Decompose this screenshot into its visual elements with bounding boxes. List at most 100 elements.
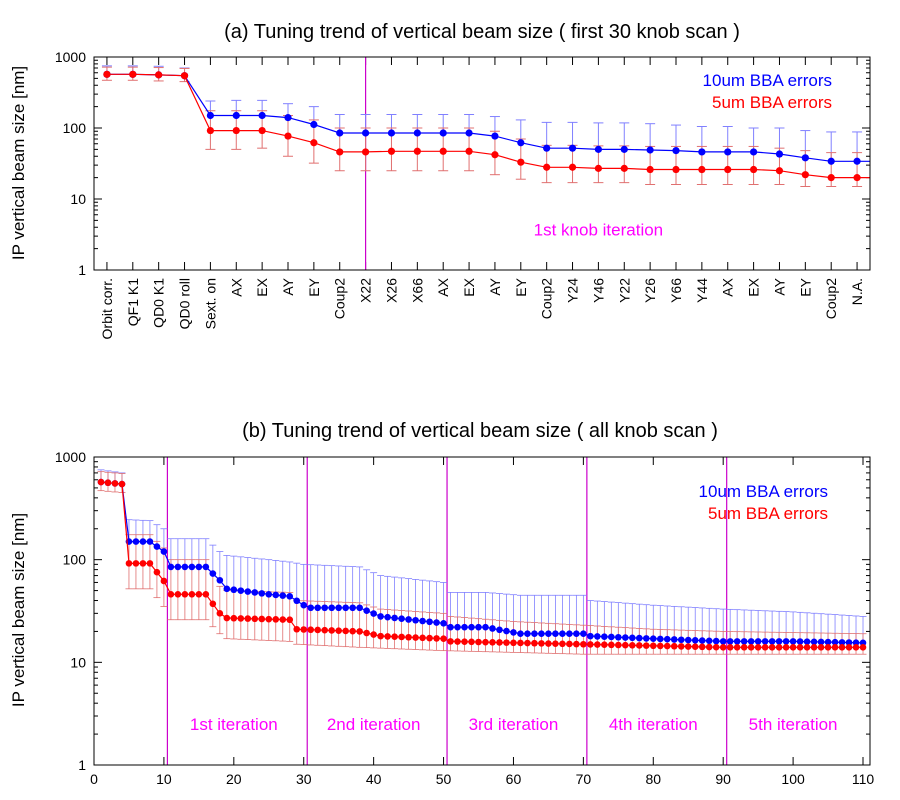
chart-b-data-point: [698, 637, 706, 644]
chart-b-data-point: [468, 638, 475, 646]
chart-b-data-point: [265, 590, 273, 598]
chart-b-data-point: [754, 638, 762, 645]
chart-b-data-point: [363, 607, 370, 614]
chart-a-data-point: [387, 147, 396, 155]
chart-a-data-point: [620, 164, 628, 172]
chart-b-data-point: [167, 563, 175, 571]
chart-b-data-point: [349, 604, 356, 612]
chart-a-data-point: [103, 70, 111, 78]
chart-b-data-point: [405, 633, 412, 641]
chart-b-data-point: [237, 615, 245, 622]
chart-a-data-point: [258, 111, 266, 120]
chart-b-data-point: [573, 640, 580, 648]
chart-b-data-point: [251, 615, 259, 623]
chart-a-annotations: 1st knob iteration: [534, 221, 663, 240]
chart-a-data-point: [750, 165, 758, 174]
chart-b-data-point: [454, 638, 461, 645]
chart-b-data-point: [810, 638, 818, 646]
chart-b-data-point: [377, 632, 384, 640]
chart-b-data-point: [272, 591, 280, 599]
chart-b-data-point: [258, 590, 266, 597]
chart-b-data-point: [405, 616, 412, 623]
chart-b-data-point: [251, 589, 259, 596]
chart-b-data-point: [510, 639, 517, 647]
chart-b-data-point: [670, 642, 678, 650]
chart-b-data-point: [817, 644, 825, 651]
chart-a-data-point: [853, 157, 861, 165]
chart-b-data-point: [503, 627, 510, 635]
chart-b-data-point: [824, 638, 832, 646]
chart-b-data-point: [440, 635, 447, 642]
chart-b-data-point: [531, 630, 538, 638]
chart-b-data-point: [195, 563, 203, 571]
chart-b-data-point: [670, 636, 678, 643]
chart-b-data-point: [440, 619, 447, 627]
chart-a-ticks: [94, 56, 870, 271]
chart-b-data-point: [111, 480, 119, 487]
chart-b-data-point: [293, 625, 301, 633]
chart-a-xtick-label: Y26: [642, 278, 658, 303]
chart-b-data-point: [300, 626, 308, 633]
chart-b-data-point: [552, 640, 559, 647]
chart-b-data-point: [559, 630, 566, 638]
chart-a-legend-5um: 5um BBA errors: [712, 93, 832, 112]
chart-b-data-point: [733, 644, 741, 651]
chart-b-data-point: [223, 585, 231, 593]
panel-b: (b) Tuning trend of vertical beam size (…: [9, 420, 874, 787]
chart-b-data-point: [517, 639, 524, 647]
chart-b-xtick-label: 10: [156, 771, 172, 787]
chart-b-data-point: [356, 604, 363, 612]
chart-b-data-point: [705, 637, 713, 645]
chart-a-xtick-label: QF1 K1: [125, 278, 141, 326]
chart-b-legend-10um: 10um BBA errors: [699, 482, 828, 501]
chart-a-ytick-label: 10: [70, 191, 86, 207]
chart-b-data-point: [524, 639, 531, 647]
chart-a-data-point: [517, 139, 525, 147]
chart-b-data-point: [608, 633, 615, 641]
chart-b-data-point: [852, 639, 860, 646]
chart-b-data-point: [335, 604, 342, 612]
chart-b-data-point: [475, 623, 482, 631]
chart-b-data-point: [286, 592, 294, 600]
chart-b-data-point: [384, 633, 391, 640]
chart-b-data-point: [517, 630, 524, 638]
chart-a-data-point: [465, 147, 473, 155]
chart-b-data-point: [132, 560, 140, 567]
chart-b-data-point: [552, 630, 559, 638]
chart-b-ylabel: IP vertical beam size [nm]: [9, 513, 28, 707]
chart-a-data-point: [698, 148, 706, 156]
chart-b-data-point: [412, 616, 419, 624]
chart-b-data-point: [594, 641, 601, 648]
chart-a-data-point: [801, 171, 809, 179]
chart-b-data-point: [684, 636, 692, 644]
chart-b-data-point: [181, 563, 189, 571]
chart-b-data-point: [265, 615, 273, 623]
chart-b-data-point: [838, 644, 846, 651]
chart-a-xtick-label: Y46: [590, 278, 606, 303]
chart-b-data-point: [216, 610, 224, 617]
chart-a-data-point: [698, 165, 706, 174]
chart-a-xtick-label: Y66: [668, 278, 684, 303]
chart-b-data-point: [538, 630, 545, 638]
chart-b-ticks: [93, 456, 870, 766]
chart-a-data-point: [491, 132, 499, 140]
chart-b-data-point: [691, 643, 699, 651]
chart-b-series: [97, 478, 867, 651]
chart-a-data-point: [853, 174, 861, 182]
chart-b-ytick-label: 1: [78, 757, 86, 773]
chart-a-ytick-label: 1: [78, 262, 86, 278]
chart-b-data-point: [663, 642, 671, 650]
chart-b-data-point: [244, 615, 252, 622]
chart-b-data-point: [398, 633, 405, 641]
chart-a-data-point: [439, 129, 447, 137]
chart-a-xtick-label: AX: [720, 277, 736, 296]
chart-a-data-point: [413, 129, 421, 137]
chart-a-xtick-label: EY: [797, 277, 813, 296]
chart-b-annotation: 3rd iteration: [469, 715, 559, 734]
chart-b-data-point: [768, 644, 776, 651]
chart-a-xtick-label: Sext. on: [202, 278, 218, 329]
chart-b-data-point: [859, 644, 867, 651]
chart-b-data-point: [824, 644, 832, 651]
chart-b-data-point: [803, 644, 811, 651]
